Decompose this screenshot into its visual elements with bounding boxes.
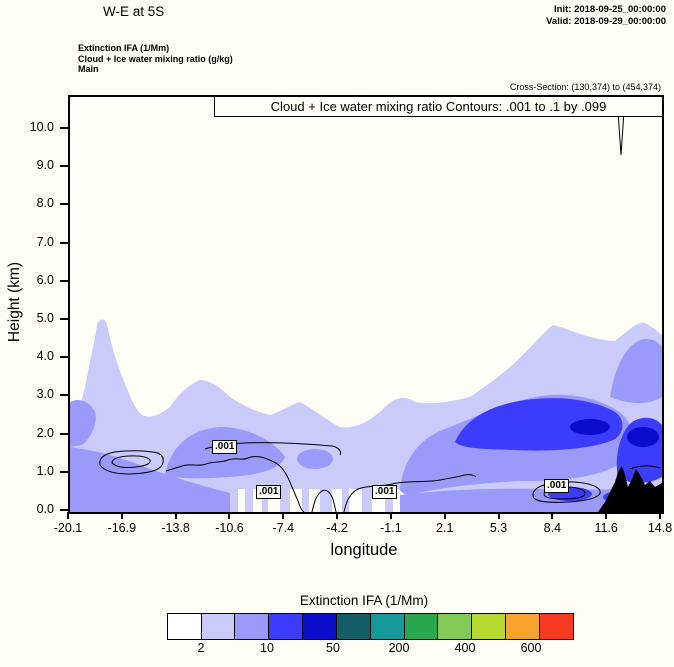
y-tick-label: 3.0 [36,387,54,402]
contour-info-title: Cloud + Ice water mixing ratio Contours:… [214,97,662,117]
init-time-label: Init: 2018-09-25_00:00:00 [554,4,666,15]
field-line-shaded: Extinction IFA (1/Mm) [78,43,170,53]
x-axis-ticks: -20.1 -16.9 -13.8 -10.6 -7.4 -4.2 -1.1 2.1 5.3 8.… [54,512,672,542]
field-description-block: Extinction IFA (1/Mm) Cloud + Ice water … [78,43,233,75]
y-tick-mark [60,203,68,206]
contour-label: .001 [212,440,238,454]
y-axis-label: Height (km) [6,261,23,343]
y-tick-label: 7.0 [36,234,54,249]
x-tick-label: 14.8 [647,521,673,535]
x-tick-mark [336,512,339,519]
colorbar-tick-label: 50 [326,641,340,655]
contour-label: .001 [544,479,570,493]
x-tick-mark [605,512,608,519]
colorbar-tick-label: 400 [454,641,476,655]
x-tick-mark [282,512,285,519]
y-tick-mark [60,394,68,397]
y-tick-mark [60,432,68,435]
colorbar-labels: 2 10 50 200 400 600 [168,641,568,657]
contour-label: .001 [372,485,398,499]
page-title: W-E at 5S [103,4,165,19]
field-line-domain: Main [78,64,99,74]
colorbar-cell [302,613,338,640]
field-line-contoured: Cloud + Ice water mixing ratio (g/kg) [78,53,233,64]
plot-area: Cloud + Ice water mixing ratio Contours:… [68,95,664,514]
colorbar-cell [437,613,473,640]
x-tick-mark [551,512,554,519]
x-tick-mark [120,512,123,519]
colorbar-cell [335,613,371,640]
y-tick-mark [60,127,68,129]
colorbar-tick-label: 10 [260,641,274,655]
x-tick-label: -13.8 [161,521,190,535]
colorbar-cell [166,613,202,640]
y-axis-ticks: 0.0 1.0 2.0 3.0 4.0 5.0 6.0 7.0 8.0 9.0 10.0 [0,95,68,516]
y-tick-mark [60,318,68,320]
model-time-block: Init: 2018-09-25_00:00:00 Valid: 2018-09… [546,4,666,28]
y-tick-label: 9.0 [36,158,54,173]
x-tick-label: -4.2 [326,521,348,535]
colorbar-cell [403,613,439,640]
colorbar-cell [234,613,270,640]
x-tick-label: 11.6 [594,521,618,535]
x-tick-mark [443,512,446,519]
x-tick-mark [174,512,177,519]
y-tick-mark [60,279,68,282]
y-tick-mark [60,509,68,511]
contour-label: .001 [256,485,282,499]
colorbar-cell [268,613,304,640]
y-tick-mark [60,356,68,359]
colorbar [166,613,574,640]
x-tick-label: -20.1 [53,521,83,535]
y-tick-mark [60,470,68,473]
x-tick-label: -7.4 [272,521,295,535]
x-tick-mark [228,512,231,519]
y-tick-label: 0.0 [36,502,54,516]
contour-plot-canvas [70,97,662,512]
valid-time-label: Valid: 2018-09-29_00:00:00 [546,16,666,27]
colorbar-tick-label: 2 [197,641,205,655]
x-tick-mark [389,512,392,519]
y-tick-label: 10.0 [29,120,54,134]
y-tick-label: 8.0 [36,196,54,211]
x-tick-label: 2.1 [436,521,454,535]
x-tick-mark [67,512,69,519]
x-tick-label: -1.1 [380,521,402,535]
colorbar-cell [538,613,574,640]
colorbar-cell [369,613,405,640]
y-tick-mark [60,165,68,168]
y-tick-label: 5.0 [36,311,54,325]
y-tick-label: 2.0 [36,425,54,440]
x-tick-label: -10.6 [215,521,244,535]
precip-streaks [245,489,393,512]
colorbar-cell [504,613,540,640]
colorbar-title: Extinction IFA (1/Mm) [299,593,429,608]
x-tick-mark [497,512,500,519]
y-tick-mark [60,241,68,244]
colorbar-tick-label: 600 [520,641,542,655]
x-tick-label: 8.4 [543,521,562,535]
x-tick-label: 5.3 [489,521,508,535]
colorbar-cell [200,613,236,640]
terrain-silhouette [598,466,662,512]
x-tick-mark [659,512,661,519]
y-tick-label: 4.0 [36,349,54,364]
x-axis-label: longitude [330,541,398,559]
y-tick-label: 1.0 [36,463,54,478]
colorbar-cell [471,613,507,640]
colorbar-tick-label: 200 [388,641,410,655]
x-tick-label: -16.9 [107,521,137,535]
cross-section-label: Cross-Section: (130,374) to (454,374) [509,82,661,92]
y-tick-label: 6.0 [36,272,54,287]
